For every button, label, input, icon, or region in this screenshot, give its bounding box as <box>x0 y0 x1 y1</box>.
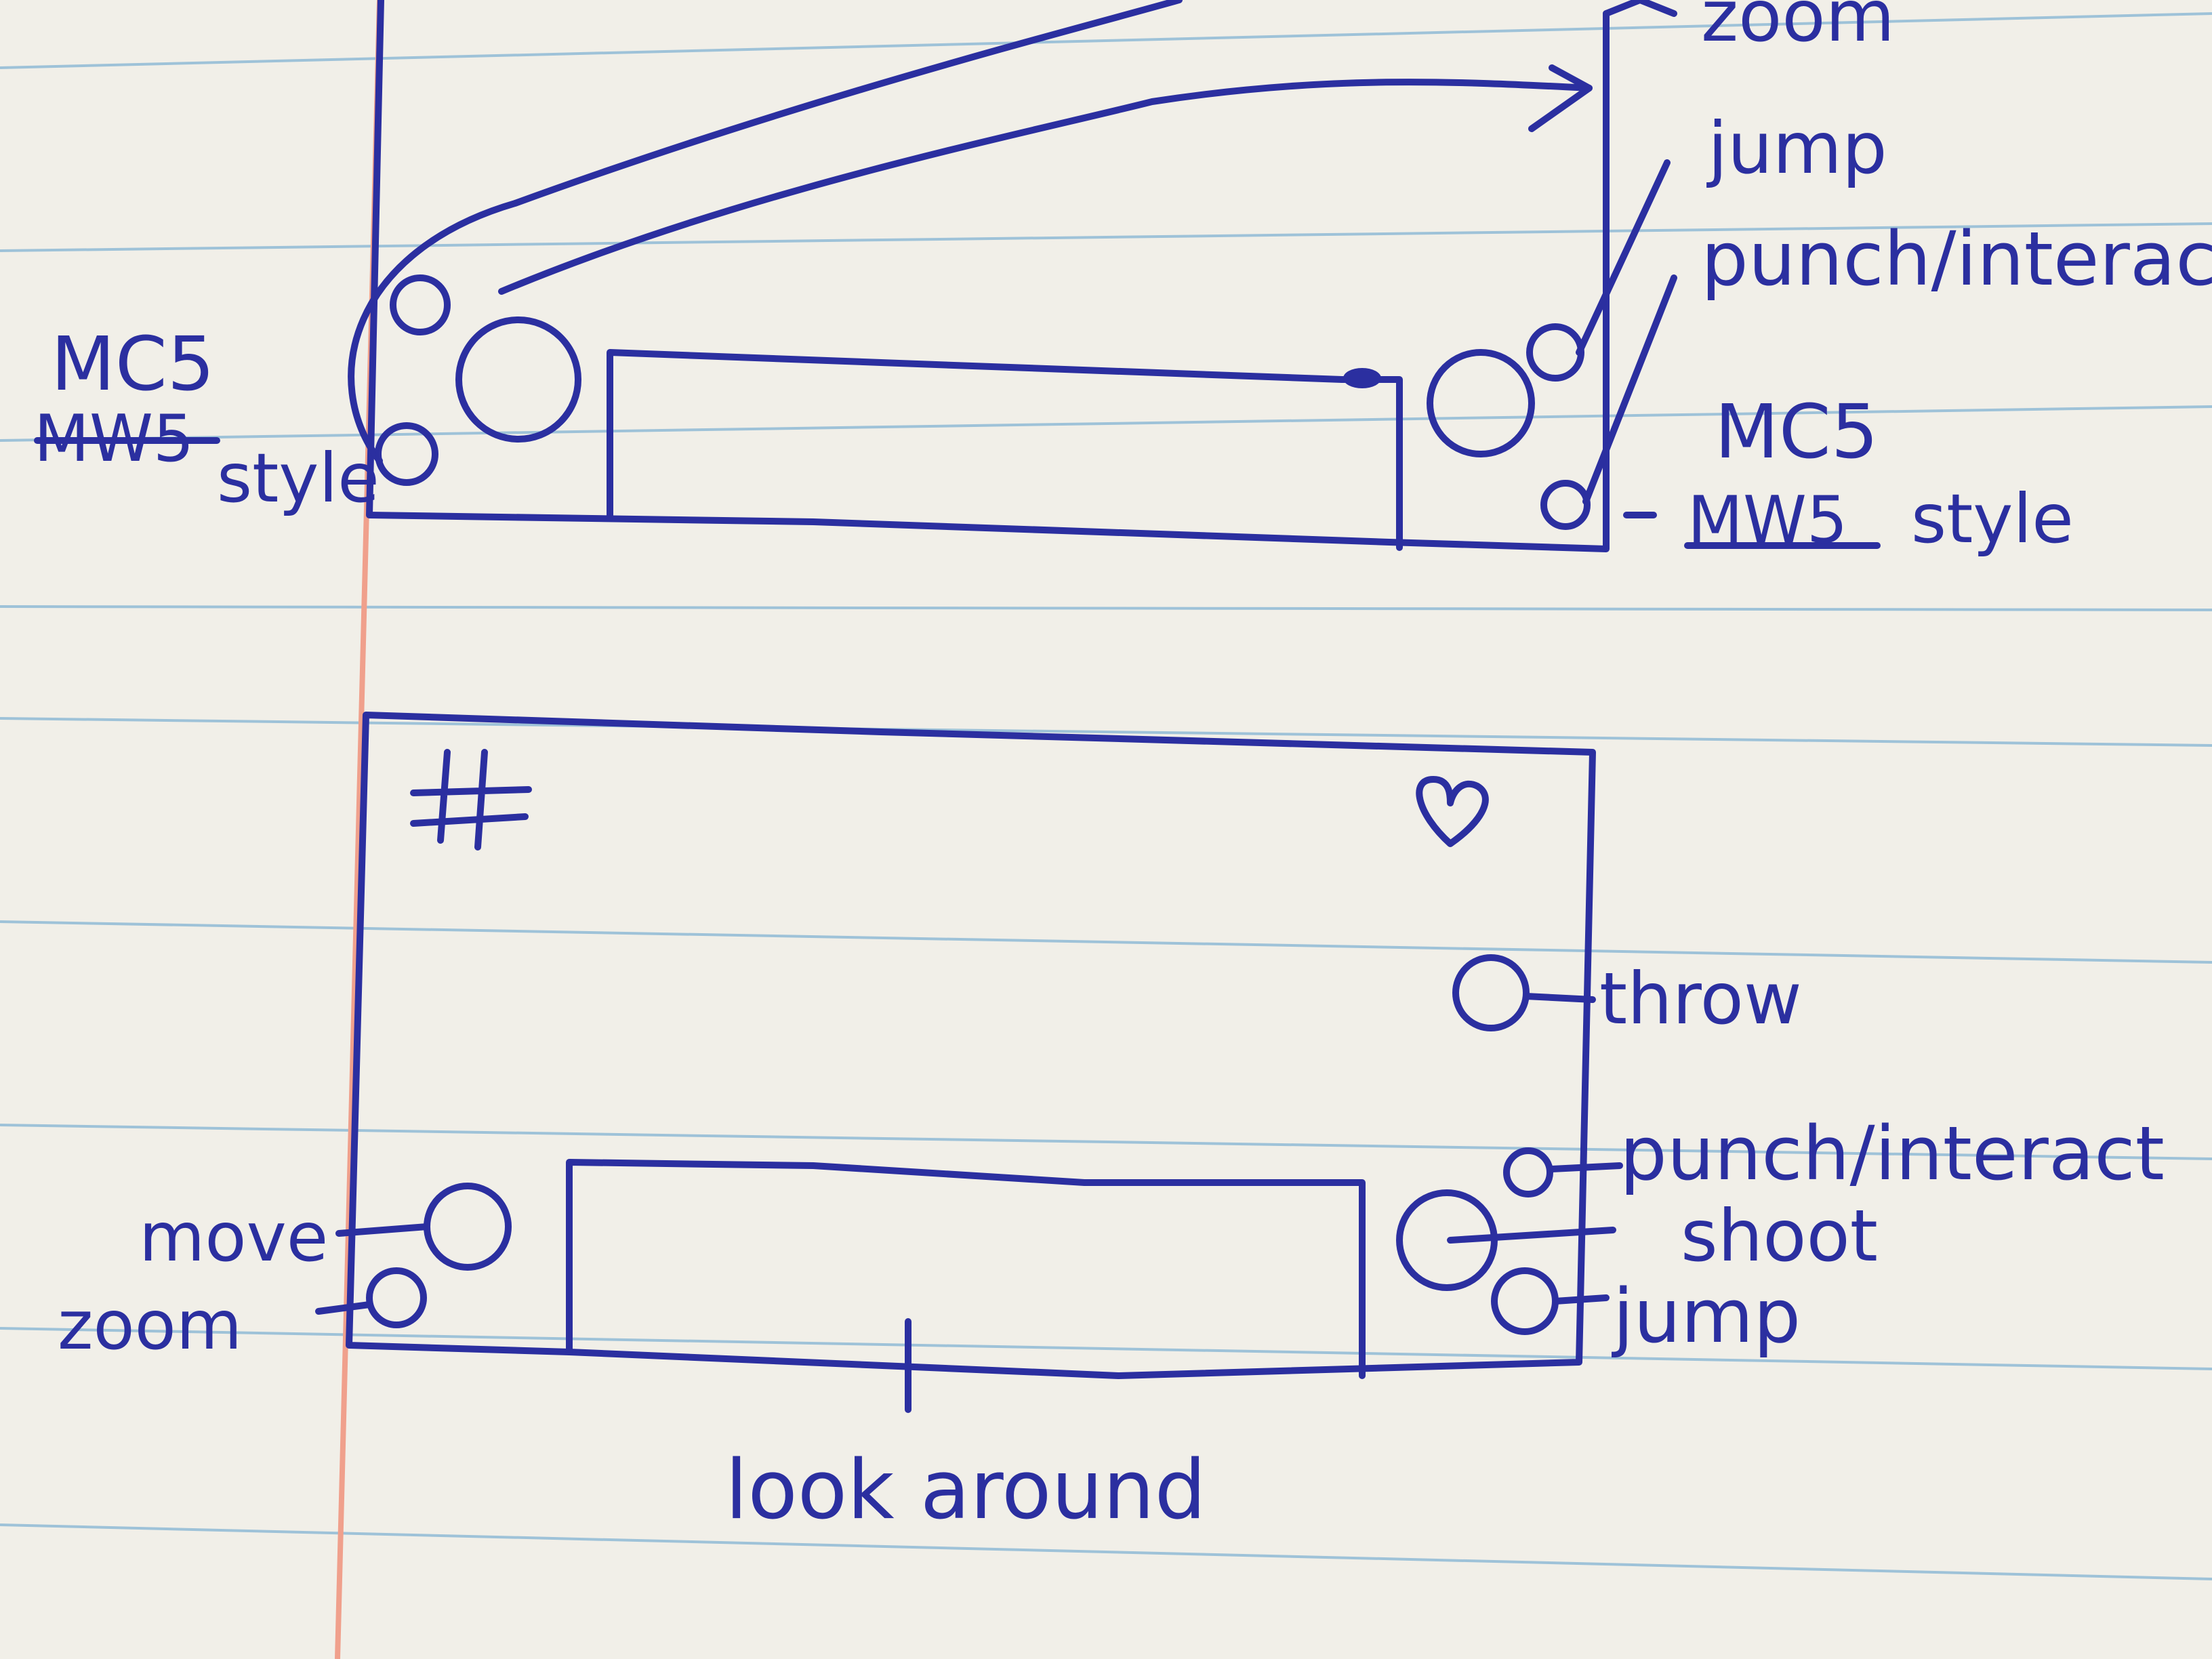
sketch-top <box>34 0 1881 552</box>
sketch-bottom <box>315 712 1623 1413</box>
ruled-line <box>0 920 2212 964</box>
zoom-arrowhead <box>1528 64 1593 132</box>
label-shoot: shoot <box>1681 1195 1878 1277</box>
right-style-crossed: MW5 <box>1687 483 1847 558</box>
top-labels: zoom jump punch/interac MC5 MW5 style MC… <box>34 0 2212 558</box>
leader-punch <box>1582 274 1677 505</box>
label-punch-interact-top: punch/interac <box>1701 216 2212 302</box>
top-big-button <box>455 316 581 443</box>
right-style-suffix: style <box>1911 479 2074 558</box>
ink-blot <box>1343 368 1381 388</box>
top-style-button <box>375 422 438 486</box>
label-throw: throw <box>1599 958 1802 1040</box>
left-style-suffix: style <box>217 438 380 518</box>
label-jump-top: jump <box>1706 107 1887 190</box>
bottom-screen-frame <box>346 712 1596 1379</box>
ruled-line <box>0 605 2212 611</box>
zoom-arc-outer <box>348 0 1183 464</box>
bottom-labels: throw punch/interact shoot jump move zoo… <box>58 958 2165 1538</box>
top-small-button <box>390 274 451 335</box>
punch-interact-button <box>1503 1147 1553 1197</box>
leader-punch-bottom <box>1549 1162 1623 1172</box>
top-screen-frame <box>366 0 1610 552</box>
leader-throw <box>1523 993 1596 1003</box>
label-jump-bottom: jump <box>1612 1273 1801 1359</box>
leader-move <box>335 1223 430 1237</box>
leader-zoom <box>1603 0 1677 17</box>
top-right-big-button <box>1427 349 1535 457</box>
left-style-prefix: MC5 <box>51 321 215 407</box>
top-right-style-button <box>1540 480 1591 530</box>
ruled-line <box>0 12 2212 69</box>
hash-icon <box>410 749 532 851</box>
zoom-button-bottom <box>366 1267 427 1328</box>
leader-shoot <box>1447 1227 1616 1244</box>
ruled-line <box>0 1523 2212 1580</box>
heart-icon <box>1416 776 1489 847</box>
bottom-inner-panel <box>566 1159 1366 1379</box>
leader-zoom-bottom <box>315 1301 373 1315</box>
ruled-line <box>0 1327 2212 1370</box>
leader-jump-bottom <box>1552 1294 1610 1305</box>
label-move: move <box>139 1197 328 1277</box>
throw-button <box>1452 954 1530 1031</box>
label-zoom-top: zoom <box>1701 0 1895 58</box>
top-inner-panel <box>607 349 1403 551</box>
label-zoom-bottom: zoom <box>58 1286 242 1365</box>
label-punch-interact-bottom: punch/interact <box>1620 1110 2165 1197</box>
right-style-prefix: MC5 <box>1715 388 1879 475</box>
left-style-crossed: MW5 <box>34 402 194 476</box>
ruled-line <box>0 222 2212 252</box>
label-look-around: look around <box>725 1443 1206 1538</box>
leader-jump <box>1576 159 1671 356</box>
ruled-line <box>0 1124 2212 1160</box>
zoom-arc-inner <box>498 79 1593 295</box>
